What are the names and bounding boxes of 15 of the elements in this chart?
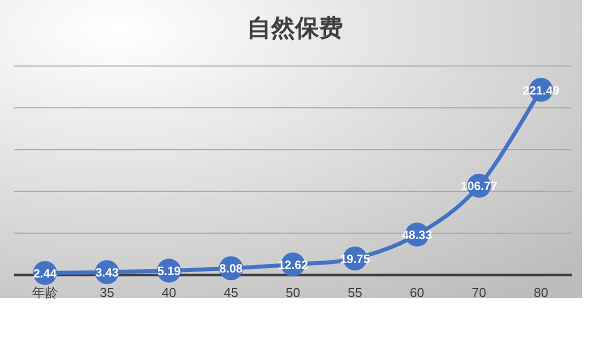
data-label: 8.08 (219, 262, 243, 276)
x-tick-label: 55 (348, 285, 362, 300)
x-tick-label: 80 (534, 285, 548, 300)
x-tick-label: 35 (100, 285, 114, 300)
x-tick-label: 70 (472, 285, 486, 300)
data-label: 2.44 (33, 266, 57, 280)
data-label: 12.62 (278, 258, 308, 272)
data-label: 3.43 (95, 266, 119, 280)
x-tick-label: 45 (224, 285, 238, 300)
x-tick-label: 年龄 (32, 285, 58, 300)
x-tick-label: 50 (286, 285, 300, 300)
x-tick-label: 40 (162, 285, 176, 300)
data-label: 5.19 (157, 264, 181, 278)
chart-title: 自然保费 (247, 15, 343, 42)
x-tick-label: 60 (410, 285, 424, 300)
